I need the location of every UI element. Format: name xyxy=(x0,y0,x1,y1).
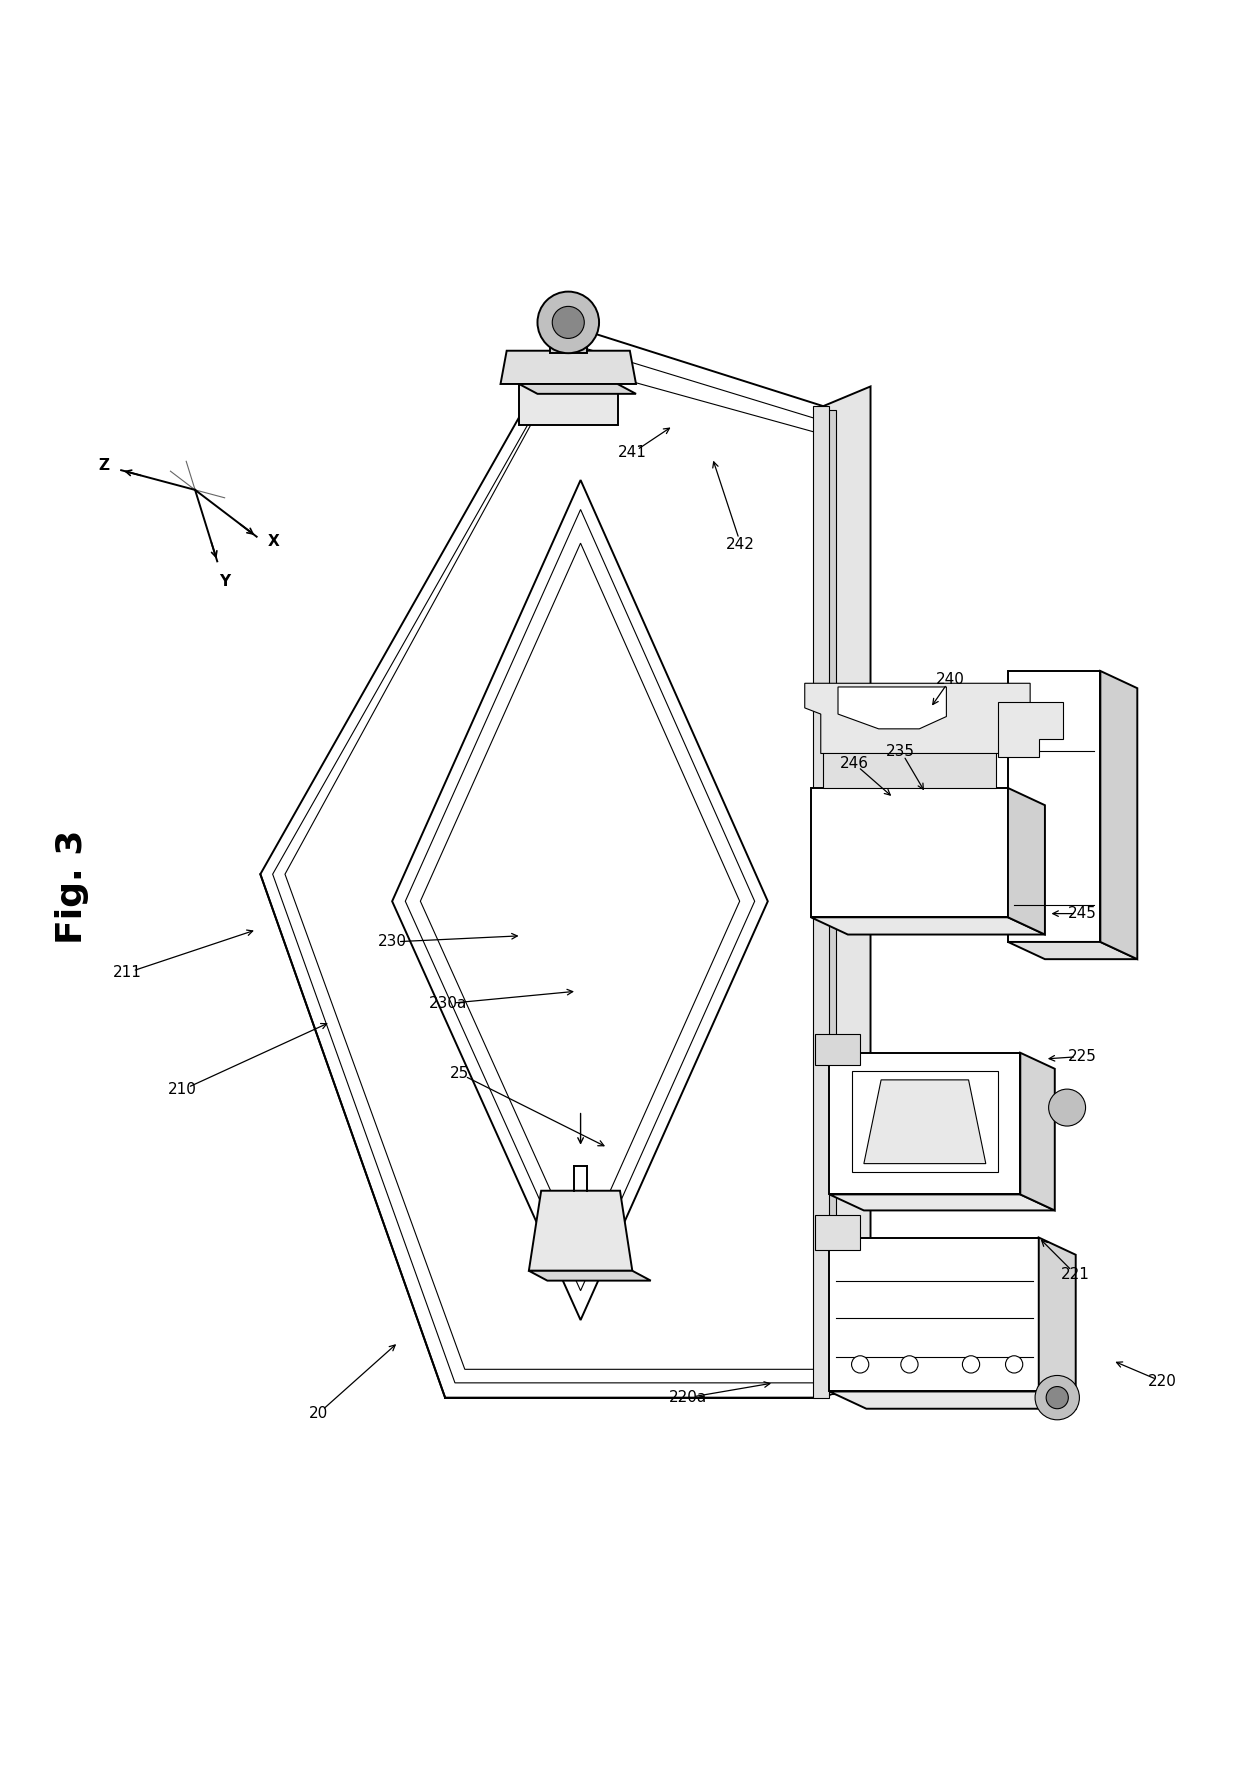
Polygon shape xyxy=(830,1053,1021,1195)
Polygon shape xyxy=(823,752,996,787)
Polygon shape xyxy=(998,702,1064,757)
Circle shape xyxy=(1006,1356,1023,1372)
Polygon shape xyxy=(1021,1053,1055,1211)
Polygon shape xyxy=(823,387,870,1397)
Circle shape xyxy=(852,1356,869,1372)
Polygon shape xyxy=(528,1191,632,1271)
Text: Fig. 3: Fig. 3 xyxy=(55,830,89,943)
Polygon shape xyxy=(392,480,768,1321)
Text: 245: 245 xyxy=(1068,906,1096,922)
Text: X: X xyxy=(268,534,280,550)
Polygon shape xyxy=(260,326,823,1397)
Polygon shape xyxy=(830,1238,1039,1392)
Polygon shape xyxy=(1008,787,1045,934)
Text: 211: 211 xyxy=(113,965,141,980)
Polygon shape xyxy=(852,1071,998,1172)
Polygon shape xyxy=(815,1034,861,1066)
Text: 20: 20 xyxy=(309,1406,327,1422)
Polygon shape xyxy=(811,787,1008,917)
Polygon shape xyxy=(520,385,618,424)
Text: 220a: 220a xyxy=(668,1390,707,1406)
Text: Y: Y xyxy=(219,573,231,589)
Polygon shape xyxy=(285,363,823,1369)
Circle shape xyxy=(1049,1089,1085,1126)
Text: 221: 221 xyxy=(1061,1268,1090,1282)
Polygon shape xyxy=(1008,941,1137,959)
Polygon shape xyxy=(1100,670,1137,959)
Polygon shape xyxy=(1039,1238,1076,1410)
Circle shape xyxy=(537,291,599,353)
Polygon shape xyxy=(273,344,823,1383)
Polygon shape xyxy=(813,406,830,1397)
Polygon shape xyxy=(825,410,836,1394)
Circle shape xyxy=(900,1356,918,1372)
Circle shape xyxy=(1035,1376,1079,1420)
Text: 235: 235 xyxy=(887,743,915,759)
Circle shape xyxy=(962,1356,980,1372)
Text: 230: 230 xyxy=(378,934,407,949)
Text: 241: 241 xyxy=(618,445,647,461)
Polygon shape xyxy=(830,1392,1076,1410)
Polygon shape xyxy=(405,509,755,1291)
Text: Z: Z xyxy=(98,457,109,473)
Circle shape xyxy=(552,307,584,339)
Polygon shape xyxy=(520,385,636,394)
Circle shape xyxy=(1047,1386,1069,1410)
Text: 210: 210 xyxy=(169,1082,197,1097)
Polygon shape xyxy=(864,1080,986,1163)
Polygon shape xyxy=(811,917,1045,934)
Text: 240: 240 xyxy=(936,672,965,688)
Polygon shape xyxy=(420,543,740,1257)
Text: 230a: 230a xyxy=(428,996,466,1011)
Text: 220: 220 xyxy=(1147,1374,1177,1388)
Text: 242: 242 xyxy=(727,537,755,551)
Polygon shape xyxy=(830,1195,1055,1211)
Polygon shape xyxy=(549,326,587,353)
Polygon shape xyxy=(501,351,636,385)
Text: 225: 225 xyxy=(1068,1050,1096,1064)
Polygon shape xyxy=(815,1215,861,1250)
Polygon shape xyxy=(838,686,946,729)
Polygon shape xyxy=(1008,670,1100,941)
Text: 246: 246 xyxy=(839,755,868,771)
Text: 25: 25 xyxy=(450,1066,470,1082)
Polygon shape xyxy=(805,683,1030,754)
Polygon shape xyxy=(528,1271,651,1280)
